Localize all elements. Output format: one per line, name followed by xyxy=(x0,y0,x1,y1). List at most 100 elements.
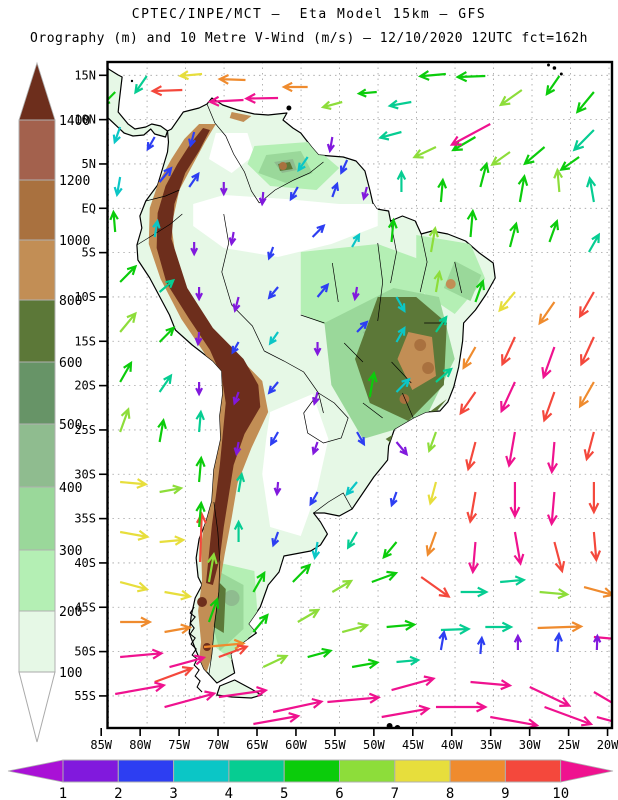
orography-level-label: 1400 xyxy=(59,114,90,129)
wind-arrow xyxy=(313,342,322,357)
wind-arrow xyxy=(474,279,486,303)
lon-tick-label: 45W xyxy=(402,738,424,752)
wind-arrow xyxy=(583,585,613,598)
wind-arrow xyxy=(346,531,358,550)
wind-arrow xyxy=(154,666,195,684)
axis-ticks xyxy=(99,74,609,736)
lon-tick-label: 35W xyxy=(480,738,502,752)
axis-labels: 15N 10N 5N EQ 5S 10S 15S 20S 25S 30S 35S 40S 45S 50S 5… xyxy=(74,68,618,752)
wind-arrow xyxy=(228,231,237,247)
wind-arrow xyxy=(485,621,514,633)
wind-arrow xyxy=(435,367,453,383)
wind-colorbar-segment xyxy=(339,759,396,783)
wind-arrow xyxy=(120,616,153,628)
wind-arrow xyxy=(553,167,564,193)
wind-arrow xyxy=(119,311,137,333)
wind-arrow xyxy=(361,186,369,201)
orography-colorbar-segment xyxy=(18,423,56,488)
wind-arrow xyxy=(164,690,217,709)
wind-arrow xyxy=(134,75,148,95)
wind-arrow xyxy=(188,131,197,148)
wind-arrow xyxy=(236,471,246,493)
lon-tick-label: 40W xyxy=(441,738,463,752)
wind-arrow xyxy=(169,654,207,669)
wind-arrow xyxy=(546,491,558,527)
wind-arrow xyxy=(593,691,613,704)
wind-arrow xyxy=(331,579,354,593)
orography-level-label: 100 xyxy=(59,666,82,681)
wind-colorbar-right-arrow xyxy=(560,759,614,783)
wind-colorbar-segment xyxy=(173,759,230,783)
wind-arrow xyxy=(195,511,207,563)
wind-colorbar-left-arrow xyxy=(7,759,64,783)
orography-colorbar-segment xyxy=(18,549,56,612)
wind-arrow xyxy=(195,382,204,397)
wind-arrow xyxy=(207,95,244,107)
lat-tick-label: 50S xyxy=(74,645,96,659)
wind-level-label: 9 xyxy=(501,786,509,800)
lon-tick-label: 20W xyxy=(597,738,618,752)
wind-arrow xyxy=(500,575,527,586)
wind-arrow xyxy=(505,431,517,468)
lat-tick-label: 30S xyxy=(74,467,96,481)
wind-level-label: 4 xyxy=(225,786,233,800)
lon-tick-label: 55W xyxy=(324,738,346,752)
wind-arrow xyxy=(395,296,406,313)
orography-colorbar-segment xyxy=(18,179,56,241)
wind-arrow xyxy=(218,686,269,699)
wind-arrow xyxy=(217,74,246,85)
orography-level-label: 1200 xyxy=(59,174,90,189)
terrain-1000-1200m xyxy=(279,162,435,404)
wind-arrow xyxy=(466,491,478,524)
wind-arrow xyxy=(490,715,540,728)
lat-tick-label: 20S xyxy=(74,379,96,393)
wind-arrow xyxy=(559,156,580,172)
wind-arrow xyxy=(541,346,556,380)
wind-arrow xyxy=(391,675,436,692)
orography-level-label: 800 xyxy=(59,294,82,309)
wind-arrow xyxy=(498,89,523,107)
wind-arrow xyxy=(572,129,595,152)
wind-arrow xyxy=(575,91,595,114)
wind-arrow xyxy=(541,391,556,423)
wind-arrow xyxy=(297,608,321,623)
wind-arrow xyxy=(206,552,218,583)
wind-arrow xyxy=(455,71,486,83)
wind-arrow xyxy=(433,269,443,293)
wind-arrow xyxy=(146,136,156,152)
wind-arrow xyxy=(331,181,340,198)
wind-arrow xyxy=(164,589,193,601)
page-subtitle: Orography (m) and 10 Metre V-Wind (m/s) … xyxy=(30,31,588,46)
wind-arrow xyxy=(479,161,490,188)
wind-level-label: 10 xyxy=(552,786,569,800)
wind-arrow xyxy=(586,175,597,203)
wind-arrow xyxy=(538,301,556,326)
wind-colorbar-segment xyxy=(449,759,506,783)
wind-arrow xyxy=(425,531,437,557)
wind-arrow xyxy=(231,341,240,355)
wind-level-label: 2 xyxy=(114,786,122,800)
lat-tick-label: 15N xyxy=(74,68,96,82)
wind-arrow xyxy=(517,174,529,203)
wind-arrow xyxy=(513,531,525,566)
orography-colorbar-segment xyxy=(18,361,56,425)
lat-tick-label: 5N xyxy=(82,157,96,171)
wind-arrow xyxy=(297,156,309,173)
wind-arrow xyxy=(320,100,343,110)
wind-arrow xyxy=(508,221,520,248)
wind-arrow xyxy=(490,151,511,167)
falkland-island-west xyxy=(386,723,393,728)
lat-tick-label: 35S xyxy=(74,512,96,526)
wind-arrow xyxy=(523,146,546,166)
wind-arrow xyxy=(120,648,164,660)
lon-tick-label: 25W xyxy=(558,738,580,752)
wind-colorbar-segment xyxy=(228,759,285,783)
wind-arrow xyxy=(158,166,173,183)
wind-arrow xyxy=(269,431,279,447)
wind-arrow xyxy=(387,99,412,110)
wind-arrow xyxy=(537,621,584,633)
wind-arrow xyxy=(113,176,123,198)
lat-tick-label: 15S xyxy=(74,334,96,348)
wind-arrow xyxy=(539,588,570,600)
